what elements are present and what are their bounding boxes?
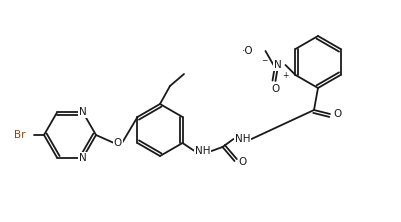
Text: O: O <box>113 138 122 148</box>
Text: N: N <box>79 153 87 163</box>
Text: NH: NH <box>234 134 250 144</box>
Text: O: O <box>333 109 341 119</box>
Text: O: O <box>238 157 246 167</box>
Text: +: + <box>282 71 288 80</box>
Text: N: N <box>79 107 87 117</box>
Text: −: − <box>261 56 267 65</box>
Text: ·O: ·O <box>241 46 253 56</box>
Text: N: N <box>273 60 281 70</box>
Text: Br: Br <box>14 130 26 140</box>
Text: O: O <box>271 84 279 94</box>
Text: NH: NH <box>194 146 210 156</box>
